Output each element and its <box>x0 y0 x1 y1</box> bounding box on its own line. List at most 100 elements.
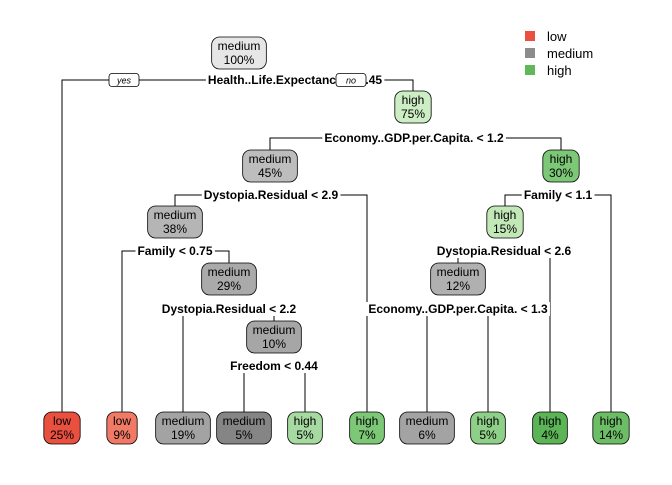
node-class: high <box>539 414 562 428</box>
node-percent: 15% <box>493 222 517 236</box>
node-percent: 38% <box>163 222 187 236</box>
legend-item-high: high <box>525 63 572 78</box>
svg-text:Family < 0.75: Family < 0.75 <box>137 244 212 258</box>
node-box <box>211 36 267 70</box>
node-percent: 30% <box>549 166 573 180</box>
node-percent: 45% <box>258 166 282 180</box>
svg-text:Dystopia.Residual < 2.9: Dystopia.Residual < 2.9 <box>204 188 339 202</box>
node-box <box>394 90 432 124</box>
node-class: medium <box>162 414 205 428</box>
yes-no-labels: yes no <box>108 73 367 87</box>
split-label-s9: Freedom < 0.44 <box>228 359 321 373</box>
node-box <box>470 411 506 445</box>
legend-label: low <box>547 29 567 44</box>
legend-label: high <box>547 63 572 78</box>
node-percent: 9% <box>113 428 131 442</box>
legend-swatch <box>525 31 535 41</box>
split-label-s3: Dystopia.Residual < 2.9 <box>201 188 341 202</box>
split-label-s6: Dystopia.Residual < 2.6 <box>434 244 574 258</box>
svg-text:Economy..GDP.per.Capita. < 1.2: Economy..GDP.per.Capita. < 1.2 <box>324 131 504 145</box>
node-class: medium <box>208 265 251 279</box>
node-percent: 25% <box>50 428 74 442</box>
node-class: medium <box>154 208 197 222</box>
node-box <box>155 411 211 445</box>
legend-swatch <box>525 65 535 75</box>
node-percent: 7% <box>358 428 376 442</box>
node-box <box>106 411 138 445</box>
legend: low medium high <box>525 29 593 78</box>
tree-edge-s8 <box>426 308 489 412</box>
node-percent: 100% <box>224 53 255 67</box>
node-class: high <box>356 414 379 428</box>
node-percent: 5% <box>479 428 497 442</box>
node-class: high <box>294 414 317 428</box>
svg-text:no: no <box>346 76 356 86</box>
node-percent: 6% <box>418 428 436 442</box>
node-class: high <box>402 93 425 107</box>
node-box <box>201 262 257 296</box>
legend-swatch <box>525 48 535 58</box>
node-box <box>542 149 580 183</box>
node-box <box>349 411 385 445</box>
no-label: no <box>335 73 367 87</box>
node-box <box>246 320 302 354</box>
node-percent: 5% <box>296 428 314 442</box>
node-box <box>242 149 298 183</box>
node-class: medium <box>218 39 261 53</box>
node-class: medium <box>253 323 296 337</box>
node-box <box>592 411 630 445</box>
split-label-s2: Economy..GDP.per.Capita. < 1.2 <box>322 131 506 145</box>
yes-label: yes <box>108 73 140 87</box>
split-labels: Health..Life.Expectancy. < 0.45Economy..… <box>135 73 595 373</box>
node-percent: 5% <box>235 428 253 442</box>
node-box <box>147 205 203 239</box>
svg-text:Dystopia.Residual < 2.6: Dystopia.Residual < 2.6 <box>437 244 572 258</box>
node-class: high <box>477 414 500 428</box>
node-box <box>287 411 323 445</box>
node-box <box>399 411 455 445</box>
node-box <box>216 411 272 445</box>
node-class: medium <box>249 152 292 166</box>
split-label-s4: Family < 1.1 <box>521 188 595 202</box>
split-label-s5: Family < 0.75 <box>135 244 215 258</box>
node-box <box>486 205 524 239</box>
svg-text:Economy..GDP.per.Capita. < 1.3: Economy..GDP.per.Capita. < 1.3 <box>368 302 548 316</box>
split-label-s7: Dystopia.Residual < 2.2 <box>159 302 299 316</box>
node-class: medium <box>406 414 449 428</box>
legend-item-medium: medium <box>525 46 593 61</box>
tree-nodes: medium100%high75%medium45%high30%medium3… <box>43 36 630 445</box>
node-class: high <box>550 152 573 166</box>
svg-text:Freedom < 0.44: Freedom < 0.44 <box>230 359 318 373</box>
node-class: low <box>53 414 71 428</box>
node-class: low <box>113 414 131 428</box>
node-percent: 29% <box>217 279 241 293</box>
node-class: medium <box>223 414 266 428</box>
node-box <box>43 411 81 445</box>
node-box <box>430 262 486 296</box>
node-percent: 4% <box>541 428 559 442</box>
node-percent: 10% <box>262 337 286 351</box>
svg-text:Family < 1.1: Family < 1.1 <box>524 188 593 202</box>
svg-text:Dystopia.Residual < 2.2: Dystopia.Residual < 2.2 <box>162 302 297 316</box>
node-box <box>532 411 568 445</box>
